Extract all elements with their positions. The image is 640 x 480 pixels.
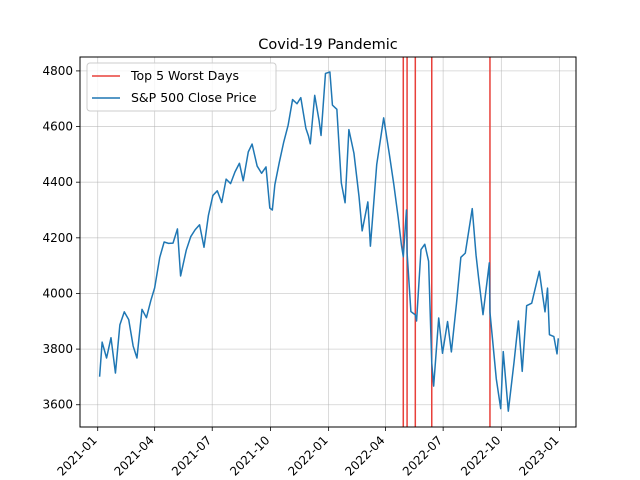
x-tick-label: 2021-10 xyxy=(227,433,272,478)
y-tick-label: 4200 xyxy=(42,231,73,245)
x-tick-label: 2023-01 xyxy=(516,433,561,478)
y-tick-label: 4600 xyxy=(42,120,73,134)
x-axis: 2021-01 2021-04 2021-07 2021-10 2022-01 2022-… xyxy=(54,427,562,479)
x-tick-label: 2022-01 xyxy=(285,433,330,478)
legend: Top 5 Worst Days S&P 500 Close Price xyxy=(86,62,277,112)
x-tick-label: 2022-07 xyxy=(400,433,445,478)
y-tick-label: 4800 xyxy=(42,64,73,78)
close-price-line xyxy=(98,71,560,412)
x-tick-label: 2021-01 xyxy=(54,433,99,478)
y-tick-label: 4400 xyxy=(42,175,73,189)
chart-title: Covid-19 Pandemic xyxy=(258,37,398,53)
plot-frame xyxy=(79,56,577,428)
price-series xyxy=(98,71,560,412)
y-tick-label: 3600 xyxy=(42,398,73,412)
legend-label-close-price: S&P 500 Close Price xyxy=(131,90,257,105)
x-tick-label: 2022-04 xyxy=(342,433,387,478)
grid xyxy=(80,57,576,427)
x-tick-label: 2022-10 xyxy=(458,433,503,478)
x-tick-label: 2021-07 xyxy=(169,433,214,478)
legend-label-worst-days: Top 5 Worst Days xyxy=(130,68,239,83)
legend-box xyxy=(86,62,277,112)
worst-days-lines xyxy=(402,57,491,427)
y-tick-label: 4000 xyxy=(42,286,73,300)
y-tick-label: 3800 xyxy=(42,342,73,356)
x-tick-label: 2021-04 xyxy=(111,433,156,478)
y-axis: 3600 3800 4000 4200 4400 4600 4800 xyxy=(42,64,80,412)
